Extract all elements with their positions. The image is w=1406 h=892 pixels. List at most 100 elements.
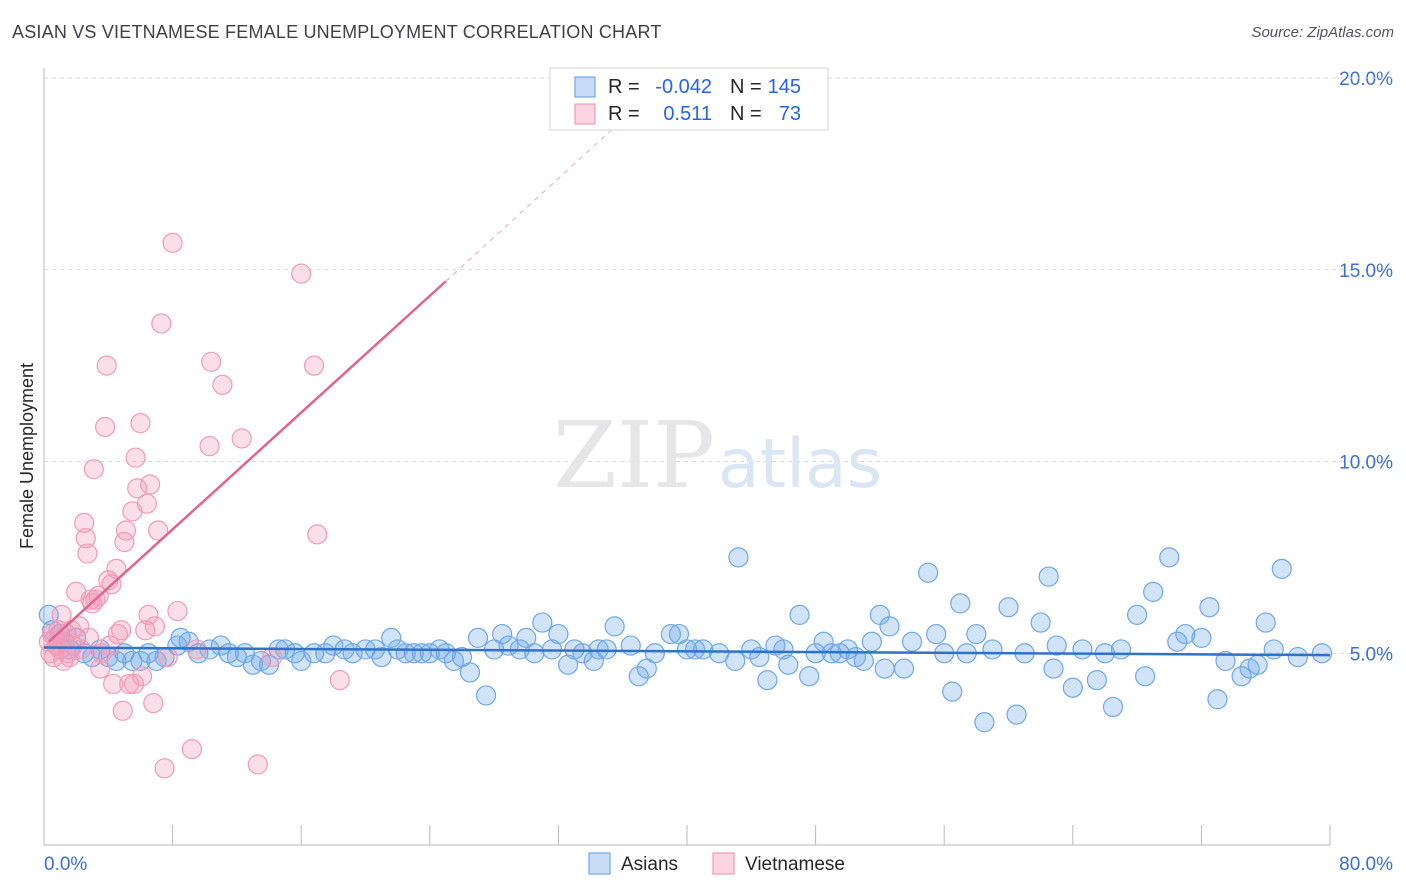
asian-point bbox=[572, 643, 593, 664]
asian-point bbox=[532, 612, 553, 633]
asian-point bbox=[557, 654, 579, 675]
asian-point bbox=[1043, 658, 1064, 679]
legend-r-label-2: R = bbox=[608, 103, 640, 125]
asian-point bbox=[1191, 627, 1212, 649]
asian-point bbox=[1271, 558, 1292, 579]
legend-r-label-1: R = bbox=[608, 76, 640, 98]
vietnamese-point bbox=[130, 413, 151, 434]
vietnamese-point bbox=[291, 263, 312, 284]
x-tick-label-min: 0.0% bbox=[44, 854, 87, 875]
asian-point bbox=[853, 650, 874, 672]
vietnamese-point bbox=[51, 604, 72, 626]
asian-point bbox=[1030, 612, 1051, 633]
asian-point bbox=[1086, 669, 1108, 691]
asian-point bbox=[1143, 581, 1164, 602]
vietnamese-point bbox=[112, 700, 133, 721]
vietnamese-point bbox=[96, 355, 117, 376]
vietnamese-point bbox=[127, 478, 148, 499]
asian-point bbox=[1046, 635, 1067, 656]
vietnamese-point bbox=[212, 374, 233, 395]
asian-point bbox=[1006, 704, 1027, 725]
correlation-legend: R = -0.042 N = 145 R = 0.511 N = 73 bbox=[549, 67, 829, 131]
chart-title: ASIAN VS VIETNAMESE FEMALE UNEMPLOYMENT … bbox=[12, 22, 662, 42]
vietnamese-point bbox=[162, 232, 183, 254]
vietnamese-point bbox=[199, 436, 220, 457]
asian-point bbox=[1231, 666, 1252, 687]
asian-point bbox=[942, 681, 963, 702]
vietnamese-point bbox=[119, 673, 140, 695]
asian-point bbox=[492, 623, 513, 645]
vietnamese-point bbox=[70, 639, 92, 660]
asian-point bbox=[998, 597, 1019, 618]
vietnamese-point bbox=[123, 673, 145, 695]
vietnamese-point bbox=[144, 616, 166, 637]
asian-point bbox=[1062, 677, 1083, 698]
asian-point bbox=[435, 643, 456, 664]
asian-point bbox=[1247, 654, 1268, 675]
asian-point bbox=[926, 623, 947, 645]
vietnamese-point bbox=[143, 693, 164, 714]
vietnamese-point bbox=[138, 604, 159, 626]
asian-point bbox=[1038, 566, 1059, 587]
asian-point bbox=[879, 616, 900, 637]
vietnamese-trend-extension bbox=[445, 104, 640, 282]
series-legend: Asians Vietnamese bbox=[588, 852, 845, 875]
vietnamese-point bbox=[247, 754, 268, 775]
asian-point bbox=[596, 639, 617, 660]
asian-point bbox=[459, 662, 481, 683]
asian-point bbox=[381, 627, 402, 649]
vietnamese-point bbox=[262, 646, 283, 668]
vietnamese-point bbox=[131, 666, 153, 687]
watermark-atlas: atlas bbox=[718, 425, 882, 504]
y-tick-label: 15.0% bbox=[1339, 261, 1393, 282]
asian-point bbox=[1110, 639, 1132, 660]
asian-point bbox=[837, 639, 858, 660]
asian-point bbox=[210, 635, 231, 656]
asian-point bbox=[1135, 666, 1156, 687]
asian-point bbox=[1167, 631, 1188, 652]
asian-point bbox=[749, 646, 770, 668]
vietnamese-point bbox=[106, 558, 127, 579]
vietnamese-point bbox=[157, 646, 178, 668]
asian-point bbox=[291, 650, 312, 672]
vietnamese-point bbox=[111, 620, 132, 641]
asian-point bbox=[604, 616, 625, 637]
watermark: ZIP atlas bbox=[553, 402, 882, 509]
vietnamese-point bbox=[77, 543, 98, 564]
asian-point bbox=[1207, 689, 1228, 710]
vietnamese-point bbox=[167, 600, 188, 622]
vietnamese-point bbox=[231, 428, 252, 449]
vietnamese-point bbox=[99, 635, 121, 656]
asian-point bbox=[548, 623, 569, 645]
asian-point bbox=[1159, 547, 1180, 568]
asian-point bbox=[644, 643, 665, 664]
vietnamese-point bbox=[136, 493, 157, 514]
legend-r-value-1: -0.042 bbox=[655, 76, 712, 98]
bottom-legend-asian: Asians bbox=[621, 854, 678, 875]
asian-point bbox=[1215, 650, 1236, 672]
asian-point bbox=[676, 639, 698, 660]
vietnamese-point bbox=[329, 669, 350, 691]
asian-point bbox=[1199, 597, 1220, 618]
asian-point bbox=[918, 562, 939, 583]
asian-point bbox=[893, 658, 915, 679]
asian-point bbox=[660, 623, 682, 645]
asian-point bbox=[588, 639, 609, 660]
asian-point bbox=[1175, 623, 1196, 645]
asian-point bbox=[628, 666, 649, 687]
asian-point bbox=[1072, 639, 1093, 660]
asian-point bbox=[170, 627, 191, 649]
asian-point bbox=[861, 631, 882, 652]
legend-asian-swatch bbox=[574, 76, 596, 98]
asian-point bbox=[901, 631, 923, 652]
asian-point bbox=[692, 639, 714, 660]
vietnamese-point bbox=[139, 474, 161, 495]
vietnamese-point bbox=[90, 658, 111, 679]
vietnamese-trend-line bbox=[47, 280, 447, 643]
legend-r-value-2: 0.511 bbox=[663, 103, 712, 125]
vietnamese-point bbox=[74, 512, 95, 533]
asian-point bbox=[982, 639, 1003, 660]
legend-n-value-1: 145 bbox=[768, 76, 801, 98]
vietnamese-point bbox=[107, 623, 129, 645]
